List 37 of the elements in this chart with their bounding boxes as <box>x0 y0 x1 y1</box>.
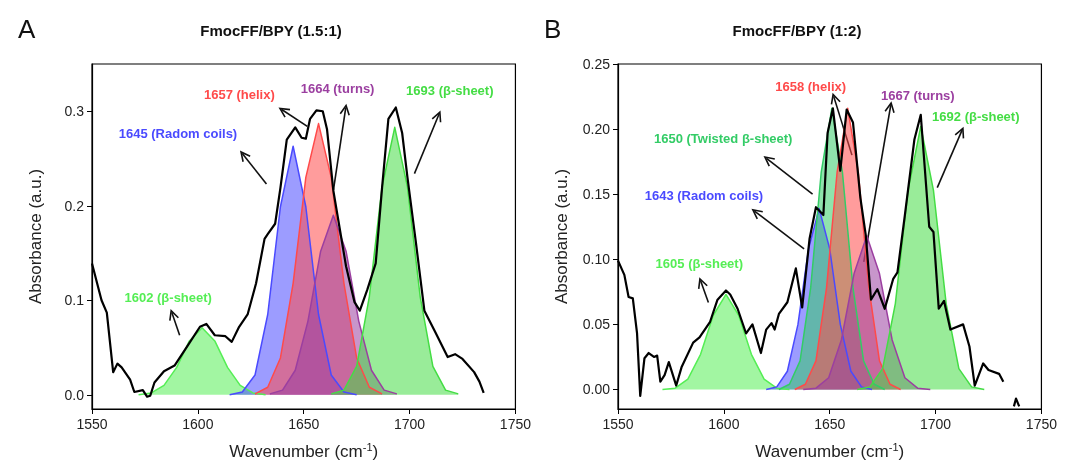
chart-title: FmocFF/BPY (1.5:1) <box>200 22 342 39</box>
x-tick-label: 1550 <box>602 416 634 432</box>
annotation: 1693 (β-sheet) <box>406 82 494 98</box>
annotation: 1643 (Radom coils) <box>644 187 764 203</box>
x-tick-label: 1650 <box>288 416 320 432</box>
annotation: 1664 (turns) <box>300 81 375 97</box>
x-tick-label: 1600 <box>182 416 214 432</box>
y-tick-label: 0.3 <box>64 103 85 120</box>
y-axis-title: Absorbance (a.u.) <box>26 168 45 305</box>
x-tick-label: 1700 <box>393 416 426 432</box>
y-axis-title: Absorbance (a.u.) <box>552 168 571 305</box>
annotation: 1667 (turns) <box>880 87 955 103</box>
annotation: 1657 (helix) <box>203 86 275 102</box>
y-tick-label: 0.1 <box>64 292 85 309</box>
annotation: 1658 (helix) <box>775 78 847 94</box>
y-tick-label: 0.0 <box>64 386 85 403</box>
y-tick-label: 0.15 <box>582 186 611 203</box>
annotation: 1692 (β-sheet) <box>932 108 1020 124</box>
x-tick-label: 1650 <box>814 416 846 432</box>
text: A <box>18 14 36 44</box>
text: B <box>544 14 562 44</box>
x-tick-label: 1700 <box>919 416 952 432</box>
annotation: 1602 (β-sheet) <box>124 289 212 305</box>
x-tick-label: 1750 <box>1025 416 1058 432</box>
y-tick-label: 0.25 <box>582 56 611 72</box>
chart-title: FmocFF/BPY (1:2) <box>732 22 862 39</box>
annotation: 1605 (β-sheet) <box>655 255 744 271</box>
y-tick-label: 0.20 <box>582 121 611 138</box>
y-tick-label: 0.10 <box>582 251 611 268</box>
y-tick-label: 0.05 <box>582 316 611 333</box>
annotation: 1650 (Twisted β-sheet) <box>653 130 793 146</box>
x-tick-label: 1550 <box>76 416 108 432</box>
y-tick-label: 0.00 <box>582 381 611 398</box>
y-tick-label: 0.2 <box>64 197 85 214</box>
x-tick-label: 1600 <box>708 416 740 432</box>
x-tick-label: 1750 <box>499 416 532 432</box>
annotation: 1645 (Radom coils) <box>118 125 238 141</box>
